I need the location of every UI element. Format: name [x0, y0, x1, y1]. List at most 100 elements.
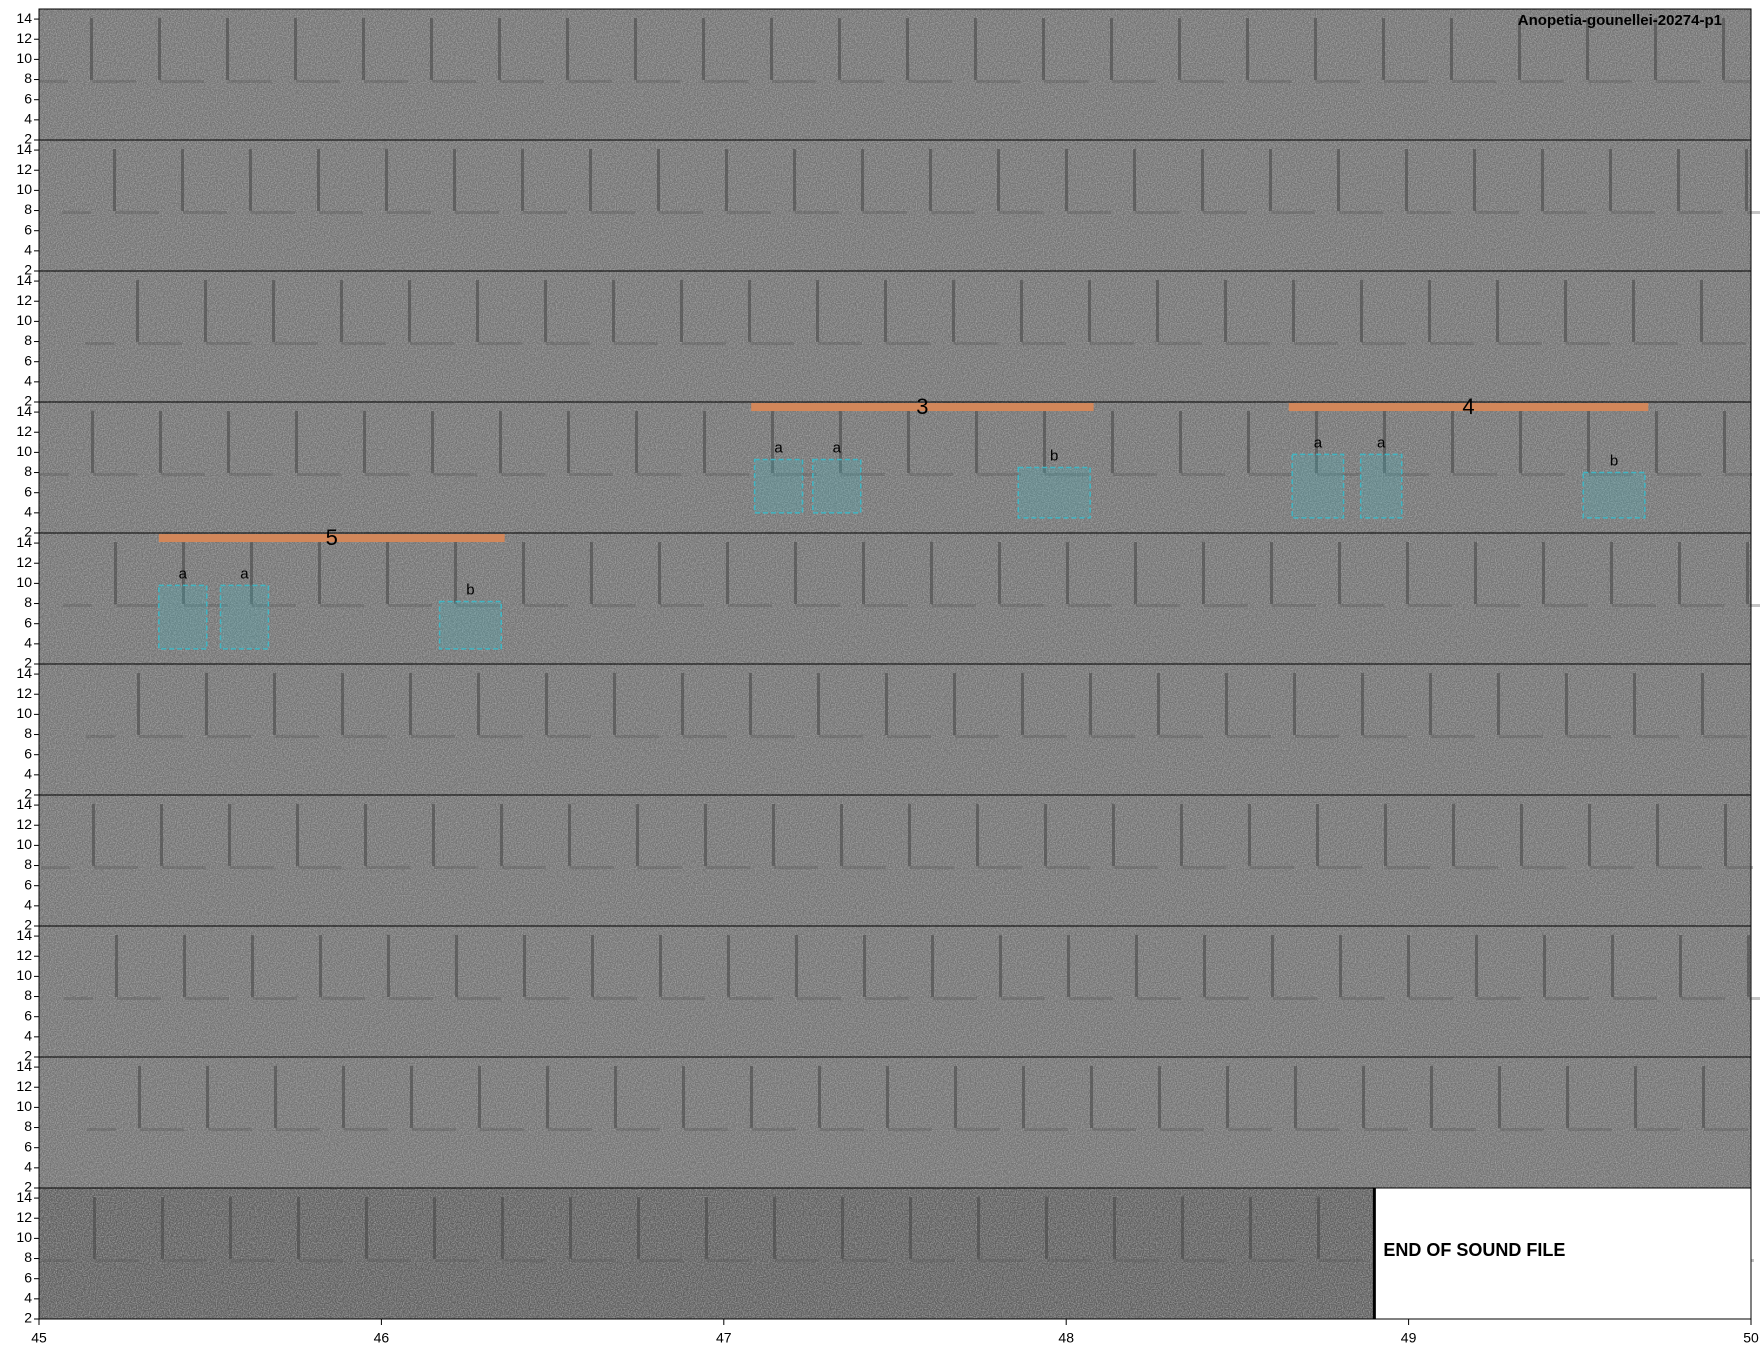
y-tick-label: 4	[24, 242, 32, 258]
y-tick-label: 12	[16, 423, 32, 439]
x-tick-label: 50	[1743, 1330, 1759, 1346]
annotation-box	[158, 584, 208, 650]
annotation-box	[812, 458, 862, 514]
annotation-box	[438, 600, 502, 650]
y-tick-label: 10	[16, 1098, 32, 1114]
y-tick-label: 2	[24, 1048, 32, 1064]
y-tick-label: 2	[24, 1310, 32, 1326]
y-tick-label: 2	[24, 917, 32, 933]
y-tick-label: 6	[24, 614, 32, 630]
y-tick-label: 14	[16, 927, 32, 943]
y-tick-label: 8	[24, 332, 32, 348]
x-tick-label: 49	[1401, 1330, 1417, 1346]
y-tick-label: 10	[16, 836, 32, 852]
y-tick-label: 12	[16, 1078, 32, 1094]
y-tick-label: 6	[24, 221, 32, 237]
y-tick-label: 8	[24, 1249, 32, 1265]
spectrogram-clicks	[86, 664, 1760, 795]
annotation-box	[1359, 453, 1403, 519]
y-tick-label: 14	[16, 141, 32, 157]
y-tick-label: 6	[24, 745, 32, 761]
y-tick-label: 6	[24, 1138, 32, 1154]
y-tick-label: 4	[24, 1159, 32, 1175]
y-tick-label: 10	[16, 1229, 32, 1245]
y-tick-label: 2	[24, 393, 32, 409]
box-label: a	[774, 439, 783, 456]
y-tick-label: 10	[16, 181, 32, 197]
y-tick-label: 14	[16, 796, 32, 812]
y-tick-label: 10	[16, 967, 32, 983]
y-tick-label: 2	[24, 524, 32, 540]
y-tick-label: 4	[24, 1290, 32, 1306]
y-tick-label: 10	[16, 705, 32, 721]
y-tick-label: 14	[16, 10, 32, 26]
box-label: a	[1314, 434, 1323, 451]
spectrogram-clicks	[62, 140, 1760, 271]
y-tick-label: 8	[24, 70, 32, 86]
x-tick-label: 45	[31, 1330, 47, 1346]
y-tick-label: 8	[24, 594, 32, 610]
box-label: a	[179, 565, 188, 582]
y-tick-label: 12	[16, 947, 32, 963]
spectrogram-clicks	[85, 271, 1760, 402]
y-tick-label: 14	[16, 534, 32, 550]
y-tick-label: 2	[24, 1179, 32, 1195]
y-tick-label: 14	[16, 272, 32, 288]
y-tick-label: 8	[24, 1118, 32, 1134]
y-tick-label: 6	[24, 90, 32, 106]
box-label: a	[240, 565, 249, 582]
end-box	[1373, 1187, 1752, 1320]
spectrogram-clicks	[64, 926, 1760, 1057]
y-tick-label: 6	[24, 1007, 32, 1023]
y-tick-label: 6	[24, 876, 32, 892]
y-tick-label: 2	[24, 786, 32, 802]
y-tick-label: 14	[16, 665, 32, 681]
annotation-box	[219, 584, 270, 650]
y-tick-label: 8	[24, 856, 32, 872]
annotation-label: 5	[326, 525, 338, 550]
annotation-label: 4	[1462, 394, 1474, 419]
annotation-bar	[158, 534, 505, 543]
y-tick-label: 12	[16, 292, 32, 308]
spectrogram-clicks	[40, 402, 1752, 533]
annotation-bar	[1288, 403, 1649, 412]
chart-title: Anopetia-gounellei-20274-p1	[1518, 12, 1722, 29]
y-tick-label: 2	[24, 655, 32, 671]
y-tick-label: 4	[24, 1028, 32, 1044]
x-tick-label: 46	[374, 1330, 390, 1346]
spectrogram-clicks	[63, 533, 1760, 664]
x-tick-label: 48	[1058, 1330, 1074, 1346]
y-tick-label: 10	[16, 312, 32, 328]
y-tick-label: 12	[16, 161, 32, 177]
end-label: END OF SOUND FILE	[1383, 1240, 1565, 1260]
y-tick-label: 4	[24, 766, 32, 782]
y-tick-label: 4	[24, 504, 32, 520]
y-tick-label: 8	[24, 987, 32, 1003]
y-tick-label: 12	[16, 816, 32, 832]
y-tick-label: 12	[16, 1209, 32, 1225]
spectrogram-clicks	[41, 795, 1753, 926]
annotation-box	[1582, 471, 1646, 519]
box-label: b	[466, 581, 474, 598]
annotation-box	[753, 458, 804, 514]
y-tick-label: 8	[24, 463, 32, 479]
annotation-box	[1291, 453, 1345, 519]
y-tick-label: 6	[24, 483, 32, 499]
y-tick-label: 8	[24, 725, 32, 741]
spectrogram-clicks	[39, 9, 1751, 140]
y-tick-label: 10	[16, 50, 32, 66]
y-tick-label: 2	[24, 262, 32, 278]
spectrogram-clicks	[87, 1057, 1760, 1188]
y-tick-label: 2	[24, 131, 32, 147]
annotation-label: 3	[916, 394, 928, 419]
y-tick-label: 14	[16, 1189, 32, 1205]
y-tick-label: 10	[16, 574, 32, 590]
y-tick-label: 6	[24, 352, 32, 368]
y-tick-label: 10	[16, 443, 32, 459]
box-label: a	[833, 439, 842, 456]
y-tick-label: 4	[24, 111, 32, 127]
y-tick-label: 14	[16, 403, 32, 419]
box-label: b	[1610, 453, 1618, 470]
annotation-box	[1017, 466, 1091, 519]
